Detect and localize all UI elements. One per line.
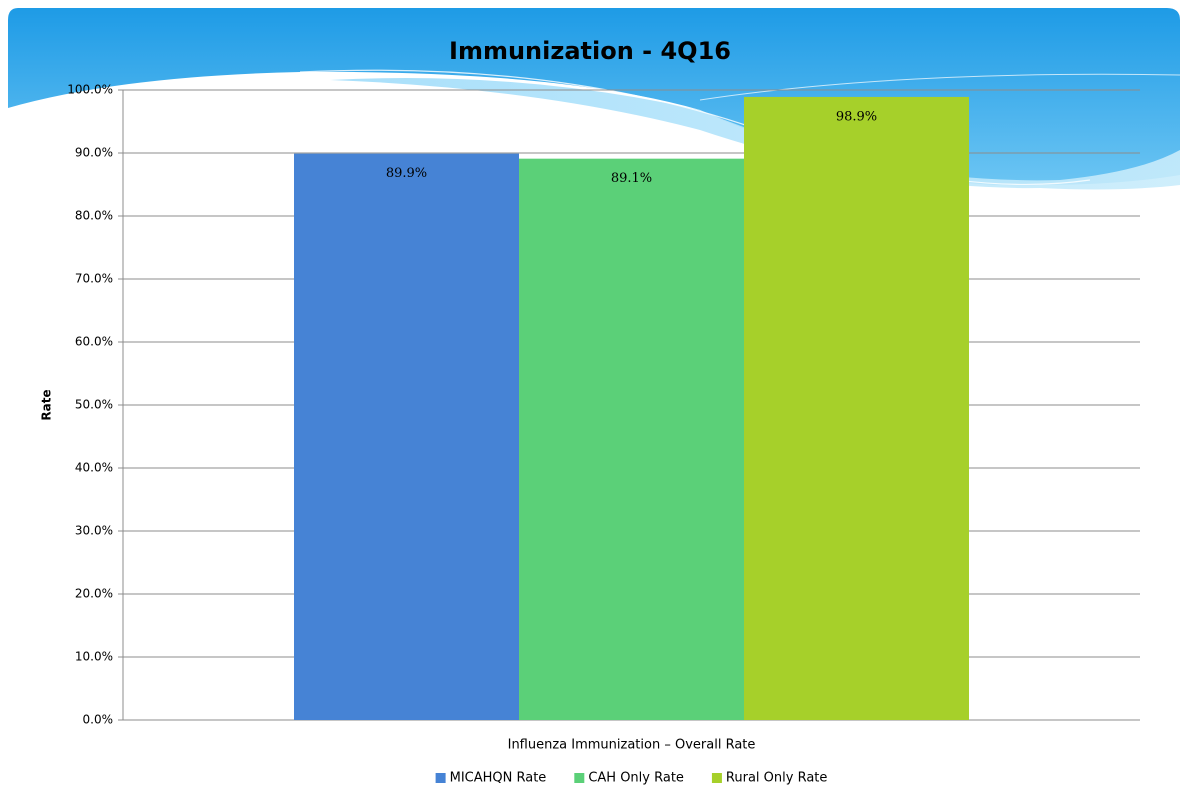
legend-swatch	[435, 773, 446, 783]
legend-label: Rural Only Rate	[726, 771, 827, 786]
y-tick-label: 30.0%	[75, 524, 113, 538]
y-tick-label: 10.0%	[75, 650, 113, 664]
y-tick-label: 70.0%	[75, 272, 113, 286]
data-label: 98.9%	[836, 109, 877, 124]
y-axis-label: Rate	[40, 389, 54, 420]
bar	[744, 96, 969, 721]
y-tick-label: 40.0%	[75, 461, 113, 475]
data-label: 89.9%	[386, 166, 427, 181]
legend-swatch	[711, 773, 722, 783]
x-tick-label: Influenza Immunization – Overall Rate	[508, 738, 756, 753]
chart-title: Immunization - 4Q16	[449, 37, 731, 65]
legend-swatch	[574, 773, 585, 783]
y-tick-label: 80.0%	[75, 209, 113, 223]
y-tick-label: 100.0%	[67, 83, 113, 97]
legend-label: MICAHQN Rate	[450, 771, 547, 786]
bar	[294, 153, 519, 720]
y-tick-label: 0.0%	[83, 713, 114, 727]
legend-label: CAH Only Rate	[588, 771, 684, 786]
y-tick-label: 20.0%	[75, 587, 113, 601]
y-tick-label: 50.0%	[75, 398, 113, 412]
y-tick-label: 90.0%	[75, 146, 113, 160]
bar	[519, 158, 744, 721]
data-label: 89.1%	[611, 171, 652, 186]
y-tick-label: 60.0%	[75, 335, 113, 349]
